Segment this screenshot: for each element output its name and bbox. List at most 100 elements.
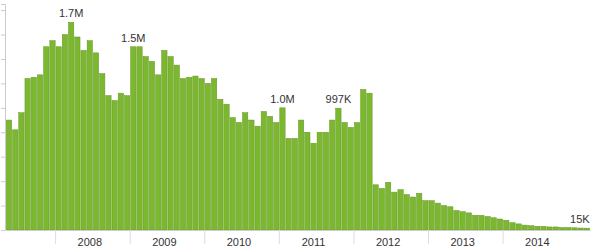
bar	[566, 228, 571, 230]
y-tick	[1, 59, 5, 60]
bar	[180, 79, 185, 230]
bar	[242, 113, 247, 230]
bar	[584, 228, 589, 230]
bar	[218, 99, 223, 230]
period-separator	[204, 230, 205, 244]
data-label: 1.0M	[270, 93, 294, 105]
bar	[348, 127, 353, 230]
y-tick	[1, 108, 5, 109]
data-label: 15K	[570, 213, 590, 225]
x-axis: 2008 2009 2010 2011 2012 2013 2014	[7, 230, 591, 248]
bar	[168, 57, 173, 230]
bar	[13, 130, 18, 230]
x-tick-label: 2010	[227, 236, 251, 248]
bar	[466, 213, 471, 230]
y-tick-mark	[1, 206, 5, 207]
bar	[37, 75, 42, 230]
bar	[261, 112, 266, 230]
bar	[274, 122, 279, 230]
bar	[112, 101, 117, 230]
bar	[75, 37, 80, 230]
bar	[479, 215, 484, 230]
y-tick-mark	[1, 35, 5, 36]
bar	[435, 203, 440, 230]
bar	[149, 61, 154, 230]
period-separator	[279, 230, 280, 244]
bar	[361, 90, 366, 230]
bar	[124, 96, 129, 230]
bar	[504, 220, 509, 230]
bar	[249, 120, 254, 230]
bar	[373, 185, 378, 230]
bar	[25, 79, 30, 230]
x-tick: 2012	[376, 230, 400, 248]
x-tick: 2014	[525, 230, 549, 248]
bar	[298, 120, 303, 230]
x-tick: 2013	[450, 230, 474, 248]
bar	[547, 227, 552, 230]
bar	[535, 226, 540, 230]
x-tick-label: 2011	[302, 236, 326, 248]
bar	[342, 122, 347, 230]
bar	[230, 118, 235, 230]
bar	[31, 77, 36, 230]
bar	[317, 132, 322, 230]
x-tick: 2008	[78, 230, 102, 248]
x-tick-label: 2008	[78, 236, 102, 248]
x-tick: 2011	[302, 230, 326, 248]
y-tick-mark	[1, 83, 5, 84]
bar	[193, 76, 198, 230]
bar	[311, 143, 316, 230]
bar	[441, 206, 446, 230]
bar	[379, 188, 384, 230]
y-tick-mark	[1, 230, 5, 231]
bar	[255, 126, 260, 230]
x-tick-label: 2009	[152, 236, 176, 248]
y-tick	[1, 83, 5, 84]
bar	[522, 225, 527, 230]
bar	[454, 210, 459, 230]
bar	[267, 116, 272, 230]
x-tick-label: 2013	[450, 236, 474, 248]
bar	[174, 65, 179, 230]
bar	[236, 122, 241, 230]
bar	[199, 79, 204, 230]
bar	[100, 74, 105, 230]
bar	[118, 93, 123, 230]
bar	[81, 50, 86, 230]
bar	[44, 47, 49, 230]
x-tick-label: 2014	[525, 236, 549, 248]
bar	[50, 41, 55, 230]
bar	[429, 201, 434, 230]
bar	[93, 53, 98, 230]
bar	[417, 193, 422, 230]
y-tick	[1, 181, 5, 182]
x-tick: 2009	[152, 230, 176, 248]
y-axis-line	[1, 5, 6, 231]
bar	[323, 132, 328, 230]
y-tick	[1, 157, 5, 158]
period-separator	[353, 230, 354, 244]
x-tick: 2010	[227, 230, 251, 248]
bar	[367, 93, 372, 230]
y-tick-mark	[1, 59, 5, 60]
bar	[131, 47, 136, 230]
bar	[354, 122, 359, 230]
bar	[336, 108, 341, 230]
y-tick-mark	[1, 157, 5, 158]
bar	[460, 212, 465, 230]
y-tick	[1, 206, 5, 207]
bar	[106, 96, 111, 230]
bar	[205, 83, 210, 230]
y-tick	[1, 132, 5, 133]
bar	[211, 79, 216, 230]
bar	[541, 226, 546, 230]
bar	[162, 50, 167, 230]
bar	[510, 223, 515, 230]
bar	[385, 182, 390, 230]
bar	[578, 228, 583, 230]
bar	[472, 215, 477, 230]
bar	[19, 113, 24, 230]
bar	[305, 132, 310, 230]
y-tick-mark	[1, 132, 5, 133]
